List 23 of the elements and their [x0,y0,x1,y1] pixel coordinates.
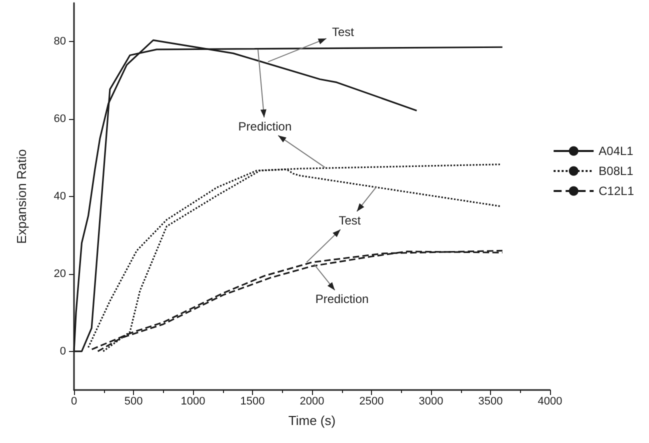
x-tick-label: 4000 [538,396,562,408]
x-tick-label: 0 [70,396,78,408]
x-tick-label: 2500 [359,396,384,408]
x-tick-label: 3000 [418,396,444,408]
y-tick-label: 40 [54,190,66,202]
y-tick-label: 60 [54,113,66,126]
annotation: Test [338,213,362,228]
x-tick-label: 2000 [300,396,324,408]
annotation: Test [332,24,355,39]
legend-label: A04L1 [598,144,634,158]
legend-label: B08L1 [598,164,634,178]
x-tick-label: 1000 [180,396,206,408]
annotation: Prediction [238,119,292,134]
annotation: Prediction [315,292,369,306]
x-tick-label: 1500 [240,396,265,408]
y-axis-title: Expansion Ratio [14,149,29,244]
legend-label: C12L1 [598,184,634,198]
x-tick-label: 500 [124,396,143,408]
y-tick-label: 0 [60,345,66,358]
y-tick-label: 20 [54,268,66,280]
x-axis-title: Time (s) [288,413,336,428]
x-tick-label: 3500 [478,396,503,408]
y-tick-label: 80 [54,36,66,48]
